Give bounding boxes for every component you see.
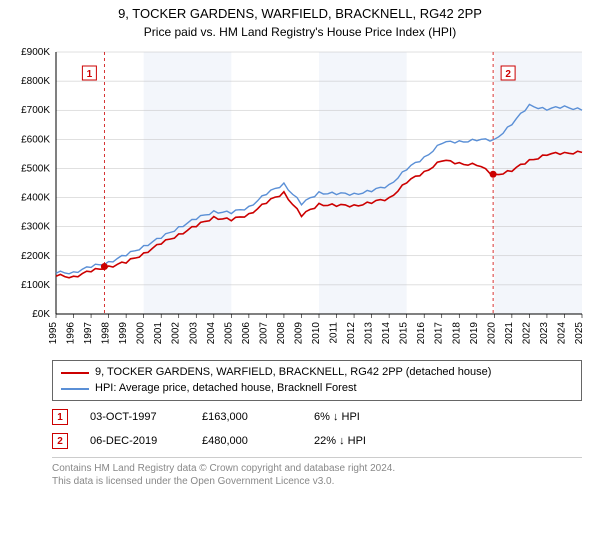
footer-line-2: This data is licensed under the Open Gov… (52, 475, 582, 488)
svg-text:2011: 2011 (329, 322, 340, 344)
legend-label-property: 9, TOCKER GARDENS, WARFIELD, BRACKNELL, … (95, 365, 491, 380)
svg-text:2018: 2018 (451, 322, 462, 345)
chart-title: 9, TOCKER GARDENS, WARFIELD, BRACKNELL, … (8, 6, 592, 23)
svg-text:£900K: £900K (21, 47, 50, 58)
svg-text:2008: 2008 (276, 322, 287, 345)
svg-text:2004: 2004 (206, 322, 217, 345)
transaction-delta-2: 22% ↓ HPI (314, 435, 404, 447)
svg-text:2024: 2024 (556, 322, 567, 345)
svg-text:2017: 2017 (434, 322, 445, 345)
svg-text:2020: 2020 (486, 322, 497, 345)
svg-text:£0K: £0K (32, 309, 50, 320)
svg-text:2: 2 (505, 69, 511, 80)
svg-text:2023: 2023 (539, 322, 550, 345)
svg-text:2022: 2022 (521, 322, 532, 345)
svg-text:2001: 2001 (153, 322, 164, 345)
svg-text:£700K: £700K (21, 106, 50, 117)
svg-text:£600K: £600K (21, 135, 50, 146)
legend-swatch-property (61, 372, 89, 374)
svg-text:2006: 2006 (241, 322, 252, 345)
svg-text:£200K: £200K (21, 251, 50, 262)
transactions-table: 1 03-OCT-1997 £163,000 6% ↓ HPI 2 06-DEC… (52, 405, 582, 453)
transaction-date-2: 06-DEC-2019 (90, 435, 180, 447)
svg-text:2014: 2014 (381, 322, 392, 345)
svg-text:2012: 2012 (346, 322, 357, 345)
transaction-row-1: 1 03-OCT-1997 £163,000 6% ↓ HPI (52, 405, 582, 429)
svg-text:£500K: £500K (21, 164, 50, 175)
legend-item-property: 9, TOCKER GARDENS, WARFIELD, BRACKNELL, … (61, 365, 573, 380)
chart-container: 9, TOCKER GARDENS, WARFIELD, BRACKNELL, … (0, 0, 600, 560)
svg-text:2025: 2025 (574, 322, 585, 345)
svg-text:2002: 2002 (171, 322, 182, 345)
svg-text:2019: 2019 (469, 322, 480, 345)
transaction-price-1: £163,000 (202, 411, 292, 423)
svg-text:2005: 2005 (223, 322, 234, 345)
legend-item-hpi: HPI: Average price, detached house, Brac… (61, 381, 573, 396)
legend-label-hpi: HPI: Average price, detached house, Brac… (95, 381, 357, 396)
svg-text:1: 1 (87, 69, 93, 80)
legend: 9, TOCKER GARDENS, WARFIELD, BRACKNELL, … (52, 360, 582, 401)
svg-text:£300K: £300K (21, 222, 50, 233)
svg-text:2016: 2016 (416, 322, 427, 345)
transaction-marker-2: 2 (52, 433, 68, 449)
svg-text:2000: 2000 (136, 322, 147, 345)
svg-text:1995: 1995 (48, 322, 59, 345)
footer: Contains HM Land Registry data © Crown c… (52, 457, 582, 488)
svg-text:2007: 2007 (258, 322, 269, 345)
transaction-marker-1: 1 (52, 409, 68, 425)
svg-text:1996: 1996 (66, 322, 77, 345)
transaction-date-1: 03-OCT-1997 (90, 411, 180, 423)
svg-text:1997: 1997 (83, 322, 94, 345)
transaction-delta-1: 6% ↓ HPI (314, 411, 404, 423)
transaction-row-2: 2 06-DEC-2019 £480,000 22% ↓ HPI (52, 429, 582, 453)
svg-text:2013: 2013 (364, 322, 375, 345)
svg-text:2010: 2010 (311, 322, 322, 345)
chart-subtitle: Price paid vs. HM Land Registry's House … (8, 25, 592, 41)
svg-text:2021: 2021 (504, 322, 515, 345)
svg-text:£800K: £800K (21, 77, 50, 88)
svg-text:2003: 2003 (188, 322, 199, 345)
transaction-price-2: £480,000 (202, 435, 292, 447)
svg-text:£400K: £400K (21, 193, 50, 204)
svg-text:1998: 1998 (101, 322, 112, 345)
legend-swatch-hpi (61, 388, 89, 390)
svg-text:2009: 2009 (293, 322, 304, 345)
price-chart: £0K £100K £200K £300K £400K £500K £600K £700K £8… (8, 44, 592, 354)
footer-line-1: Contains HM Land Registry data © Crown c… (52, 462, 582, 475)
svg-text:2015: 2015 (399, 322, 410, 345)
svg-text:1999: 1999 (118, 322, 129, 345)
svg-text:£100K: £100K (21, 280, 50, 291)
